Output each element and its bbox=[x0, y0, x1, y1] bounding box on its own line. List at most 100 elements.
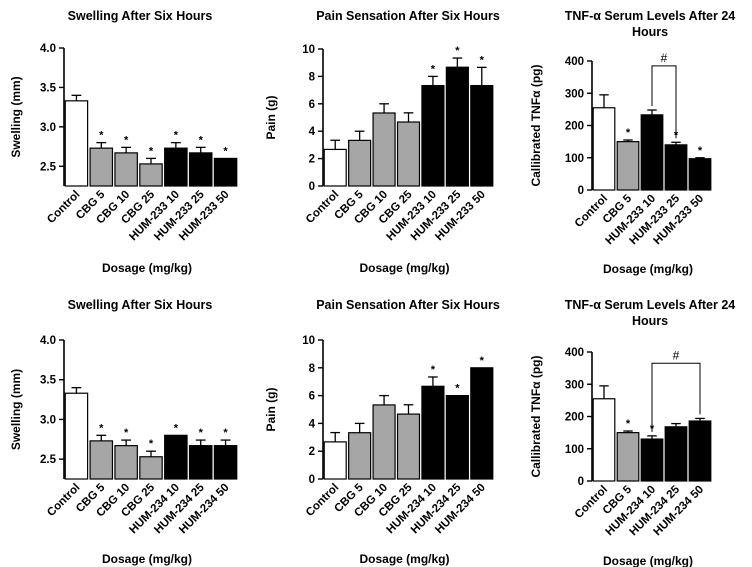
y-tick-label: 100 bbox=[565, 444, 584, 456]
bar-control bbox=[592, 107, 616, 191]
bar-control bbox=[64, 100, 89, 187]
significance-star: * bbox=[124, 134, 129, 146]
bar-control bbox=[592, 398, 616, 482]
y-tick-label: 6 bbox=[309, 391, 315, 403]
bar-cbg-25 bbox=[396, 121, 421, 187]
significance-star: * bbox=[174, 422, 179, 434]
y-tick-label: 4 bbox=[309, 126, 316, 138]
chart-title: Pain Sensation After Six Hours bbox=[316, 298, 500, 312]
pain-hum234-chart: Pain Sensation After Six Hours 0 2 4 6 8 10 Pai… bbox=[264, 298, 500, 566]
chart-title: TNF-α Serum Levels After 24 bbox=[565, 9, 736, 23]
bar-hum-234-25 bbox=[188, 445, 213, 480]
bar-hum-234-50 bbox=[688, 420, 712, 482]
y-tick-label: 6 bbox=[309, 99, 315, 111]
tnf-hum234-chart: TNF-α Serum Levels After 24 Hours 0 100 200 3… bbox=[529, 298, 735, 567]
chart-title: Hours bbox=[632, 314, 668, 328]
x-axis-label: Dosage (mg/kg) bbox=[603, 262, 693, 276]
chart-title: Pain Sensation After Six Hours bbox=[316, 9, 500, 23]
bar-control bbox=[323, 441, 347, 480]
significance-bracket bbox=[651, 65, 677, 139]
y-axis-label: Callibrated TNFα (pg) bbox=[529, 355, 543, 477]
y-tick-label: 8 bbox=[309, 363, 316, 375]
bar-cbg-25 bbox=[139, 163, 163, 187]
significance-star: * bbox=[480, 355, 485, 367]
y-tick-label: 2.5 bbox=[40, 454, 57, 466]
bar-hum-233-10 bbox=[640, 114, 664, 191]
significance-star: * bbox=[149, 145, 154, 157]
y-tick-label: 300 bbox=[565, 379, 584, 391]
y-tick-label: 2.5 bbox=[40, 161, 57, 173]
bar-cbg-5 bbox=[348, 432, 372, 480]
bar-control bbox=[64, 392, 89, 480]
bar-cbg-5 bbox=[348, 139, 372, 187]
bar-hum-233-10 bbox=[421, 84, 445, 187]
y-tick-label: 300 bbox=[565, 88, 584, 100]
bar-cbg-5 bbox=[616, 141, 640, 191]
bar-cbg-5 bbox=[89, 440, 114, 480]
y-tick-label: 4 bbox=[309, 418, 316, 430]
significance-star: * bbox=[626, 127, 631, 139]
y-tick-label: 2 bbox=[309, 446, 315, 458]
significance-star: * bbox=[174, 130, 179, 142]
y-tick-label: 200 bbox=[565, 121, 584, 133]
y-tick-label: 8 bbox=[309, 71, 316, 83]
significance-star: * bbox=[124, 427, 129, 439]
y-axis-label: Pain (g) bbox=[264, 387, 278, 431]
significance-star: * bbox=[99, 422, 104, 434]
significance-star: * bbox=[480, 54, 485, 66]
bar-hum-233-50 bbox=[470, 84, 494, 187]
significance-star: * bbox=[455, 45, 460, 57]
significance-bracket bbox=[651, 362, 701, 432]
y-tick-label: 0 bbox=[309, 474, 315, 486]
significance-star: * bbox=[223, 427, 228, 439]
bar-hum-234-10 bbox=[164, 434, 188, 480]
y-tick-label: 0 bbox=[578, 476, 584, 488]
y-tick-label: 3.0 bbox=[40, 122, 56, 134]
chart-title: Swelling After Six Hours bbox=[68, 9, 213, 23]
x-tick-label: Control bbox=[45, 482, 82, 519]
y-tick-label: 2 bbox=[309, 154, 315, 166]
y-tick-label: 0 bbox=[578, 185, 584, 197]
y-tick-label: 3.5 bbox=[40, 375, 57, 387]
y-tick-label: 10 bbox=[302, 335, 315, 347]
bar-hum-233-25 bbox=[188, 152, 213, 187]
tnf-hum233-chart: TNF-α Serum Levels After 24 Hours 0 100 200 3… bbox=[529, 9, 735, 276]
chart-title: TNF-α Serum Levels After 24 bbox=[565, 298, 736, 312]
chart-title: Hours bbox=[632, 25, 668, 39]
bar-hum-234-25 bbox=[664, 426, 688, 482]
x-axis-label: Dosage (mg/kg) bbox=[359, 552, 449, 566]
significance-star: * bbox=[431, 364, 436, 376]
y-tick-label: 400 bbox=[565, 347, 584, 359]
bar-hum-233-25 bbox=[445, 66, 469, 187]
x-tick-label: Control bbox=[573, 484, 610, 521]
bar-cbg-25 bbox=[139, 456, 163, 480]
chart-title: Swelling After Six Hours bbox=[68, 298, 213, 312]
bar-hum-233-25 bbox=[664, 144, 688, 191]
bar-hum-234-50 bbox=[470, 367, 494, 480]
y-tick-label: 4.0 bbox=[40, 43, 56, 55]
bar-cbg-10 bbox=[114, 445, 138, 480]
y-tick-label: 100 bbox=[565, 153, 584, 165]
y-tick-label: 0 bbox=[309, 181, 315, 193]
x-tick-label: Control bbox=[304, 189, 341, 226]
bar-hum-234-25 bbox=[445, 395, 469, 480]
x-tick-label: Control bbox=[304, 482, 341, 519]
bracket-label: # bbox=[673, 348, 680, 362]
y-tick-label: 10 bbox=[302, 44, 315, 56]
significance-star: * bbox=[431, 63, 436, 75]
bar-hum-234-10 bbox=[640, 438, 664, 482]
significance-star: * bbox=[455, 383, 460, 395]
bar-cbg-5 bbox=[89, 147, 114, 187]
x-tick-label: Control bbox=[45, 189, 82, 226]
bracket-label: # bbox=[661, 51, 668, 65]
y-axis-label: Swelling (mm) bbox=[9, 369, 23, 450]
significance-star: * bbox=[199, 427, 204, 439]
swelling-hum233-chart: Swelling After Six Hours 2.5 3.0 3.5 4.0 Swel… bbox=[9, 9, 238, 275]
bar-cbg-10 bbox=[372, 404, 396, 480]
x-axis-label: Dosage (mg/kg) bbox=[603, 554, 693, 567]
y-tick-label: 3.5 bbox=[40, 82, 57, 94]
bar-control bbox=[323, 148, 347, 187]
y-axis-label: Callibrated TNFα (pg) bbox=[529, 64, 543, 186]
y-axis-label: Pain (g) bbox=[264, 95, 278, 139]
